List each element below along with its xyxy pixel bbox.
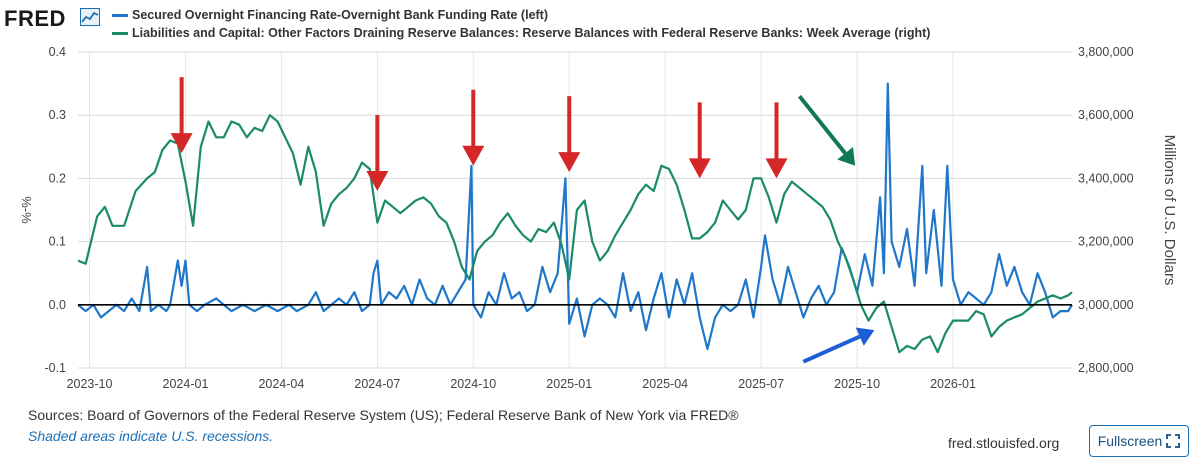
chart-legend: Secured Overnight Financing Rate-Overnig… [112, 6, 930, 42]
x-tick-label: 2025-10 [834, 377, 880, 391]
red-arrow-head [558, 152, 581, 173]
chart-sources: Sources: Board of Governors of the Feder… [28, 407, 739, 423]
y-right-axis-title: Millions of U.S. Dollars [1161, 135, 1178, 286]
y-left-tick-label: 0.0 [49, 298, 66, 312]
y-right-tick-label: 3,200,000 [1078, 235, 1134, 249]
x-tick-label: 2025-01 [546, 377, 592, 391]
legend-item-sofr: Secured Overnight Financing Rate-Overnig… [112, 6, 930, 24]
red-arrow-head [462, 145, 485, 166]
series-line-sofr [77, 82, 1073, 351]
red-arrow-head [765, 158, 788, 179]
fullscreen-icon [1166, 434, 1181, 448]
y-right-tick-label: 3,800,000 [1078, 45, 1134, 59]
y-left-tick-label: 0.4 [49, 45, 66, 59]
x-tick-label: 2024-04 [258, 377, 304, 391]
x-tick-label: 2023-10 [67, 377, 113, 391]
x-tick-label: 2026-01 [930, 377, 976, 391]
x-tick-label: 2024-07 [354, 377, 400, 391]
x-tick-label: 2024-01 [163, 377, 209, 391]
site-url[interactable]: fred.stlouisfed.org [948, 435, 1060, 451]
legend-item-reserves: Liabilities and Capital: Other Factors D… [112, 24, 930, 42]
series-line-reserves [77, 114, 1073, 354]
green-arrow-shaft [797, 94, 847, 155]
red-arrow-head [170, 133, 193, 154]
x-tick-label: 2025-04 [642, 377, 688, 391]
y-right-tick-label: 3,400,000 [1078, 171, 1134, 185]
y-left-tick-label: 0.2 [49, 171, 66, 185]
y-right-tick-label: 3,600,000 [1078, 108, 1134, 122]
y-right-tick-label: 3,000,000 [1078, 298, 1134, 312]
green-arrow-head [837, 147, 856, 166]
blue-arrow-head [855, 327, 875, 346]
fred-graph-icon [80, 8, 100, 26]
x-tick-label: 2025-07 [738, 377, 784, 391]
fullscreen-button[interactable]: Fullscreen [1089, 425, 1189, 457]
red-arrow-head [366, 171, 389, 192]
y-left-tick-label: 0.1 [49, 235, 66, 249]
legend-swatch [112, 13, 128, 17]
legend-label: Secured Overnight Financing Rate-Overnig… [132, 8, 549, 22]
fred-logo[interactable]: FRED [4, 6, 66, 31]
y-left-tick-label: -0.1 [44, 361, 66, 375]
legend-swatch [112, 31, 128, 35]
x-tick-label: 2024-10 [450, 377, 496, 391]
fullscreen-label: Fullscreen [1097, 433, 1163, 449]
recession-note: Shaded areas indicate U.S. recessions. [28, 428, 274, 444]
red-arrow-head [688, 158, 711, 179]
legend-label: Liabilities and Capital: Other Factors D… [132, 26, 931, 40]
blue-arrow-shaft [802, 334, 861, 364]
y-left-tick-label: 0.3 [49, 108, 66, 122]
y-left-axis-title: %-% [19, 196, 34, 224]
y-right-tick-label: 2,800,000 [1078, 361, 1134, 375]
chart-header: FRED Secured Overnight Financing Rate-Ov… [0, 0, 1200, 44]
